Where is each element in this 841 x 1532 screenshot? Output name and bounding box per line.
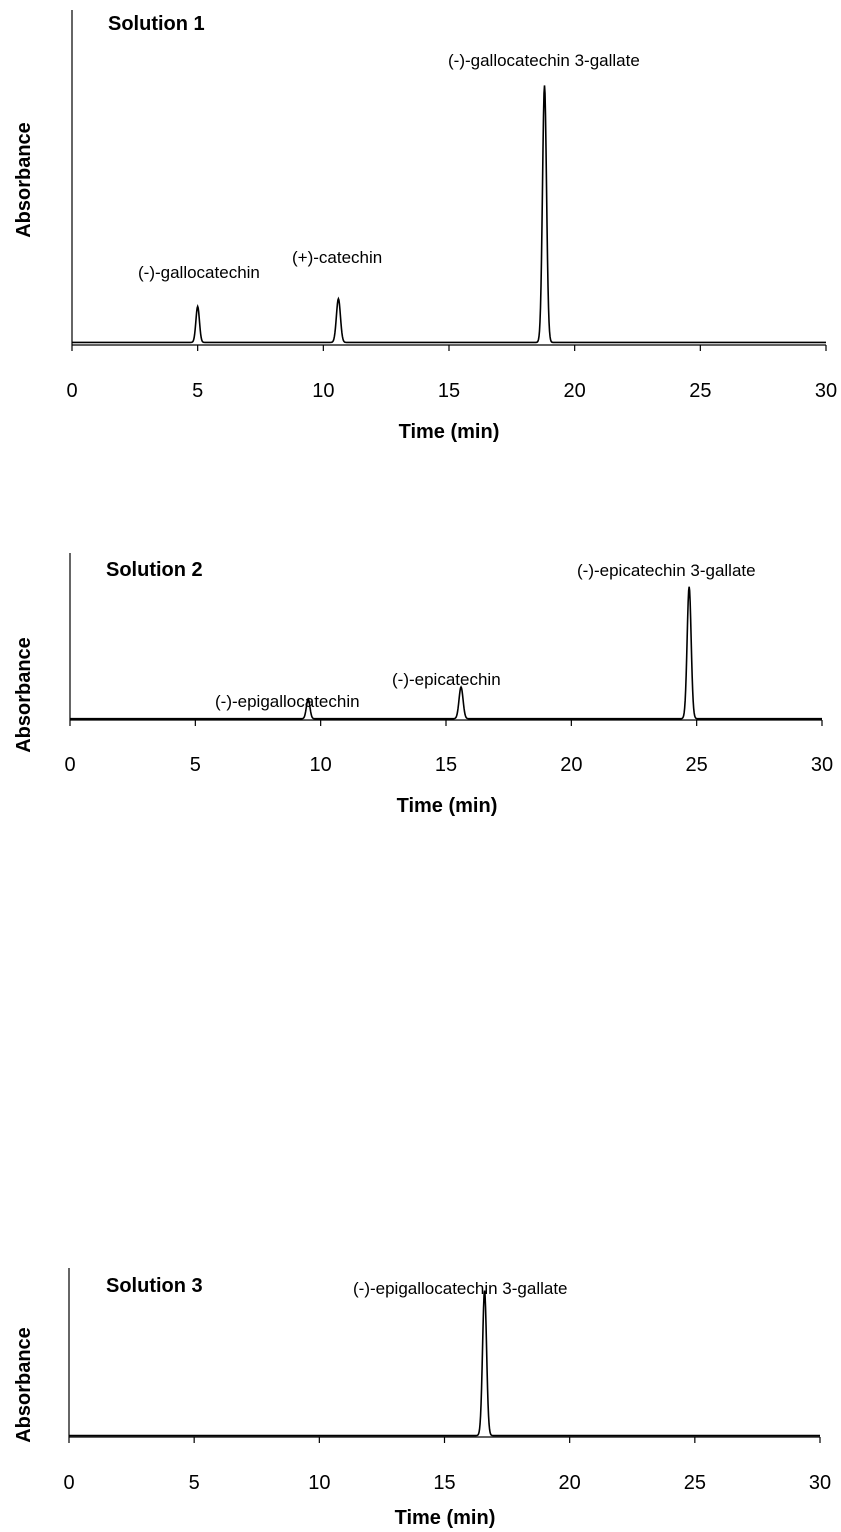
panel-2-x-axis-title: Time (min) <box>397 795 498 817</box>
panel-1-x-axis-title: Time (min) <box>399 421 500 443</box>
panel-1-trace <box>72 85 826 344</box>
panel-2-x-tick-label-25: 25 <box>686 754 708 776</box>
panel-3-title: Solution 3 <box>106 1275 203 1297</box>
panel-3-x-tick-label-25: 25 <box>684 1472 706 1494</box>
panel-3-x-axis-title: Time (min) <box>395 1507 496 1529</box>
panel-1-x-tick-label-30: 30 <box>815 380 837 402</box>
panel-1-x-tick-label-10: 10 <box>312 380 334 402</box>
panel-3-x-tick-label-20: 20 <box>559 1472 581 1494</box>
panel-2-trace <box>70 586 822 720</box>
panel-2-x-tick-label-15: 15 <box>435 754 457 776</box>
panel-3-x-tick-label-10: 10 <box>308 1472 330 1494</box>
panel-3-x-tick-label-5: 5 <box>189 1472 200 1494</box>
panel-3-trace <box>69 1290 820 1437</box>
panel-2-x-tick-label-10: 10 <box>310 754 332 776</box>
panel-2-peak-label-2: (-)-epicatechin <box>392 670 501 689</box>
panel-1-title: Solution 1 <box>108 13 205 35</box>
panel-2-title: Solution 2 <box>106 559 203 581</box>
panel-1-x-tick-label-25: 25 <box>689 380 711 402</box>
panel-1-peak-label-2: (+)-catechin <box>292 248 382 267</box>
panel-1-x-tick-label-0: 0 <box>66 380 77 402</box>
panel-3-x-tick-label-15: 15 <box>433 1472 455 1494</box>
panel-3-x-tick-label-30: 30 <box>809 1472 831 1494</box>
panel-1-peak-label-3: (-)-gallocatechin 3-gallate <box>448 51 640 70</box>
panel-3-x-tick-label-0: 0 <box>63 1472 74 1494</box>
panel-1-x-tick-label-20: 20 <box>564 380 586 402</box>
panel-2-x-tick-label-0: 0 <box>64 754 75 776</box>
panel-2-x-tick-label-5: 5 <box>190 754 201 776</box>
panel-1-x-tick-label-15: 15 <box>438 380 460 402</box>
panel-2-x-tick-label-20: 20 <box>560 754 582 776</box>
panel-1-y-axis-title: Absorbance <box>13 122 35 238</box>
panel-2-peak-label-1: (-)-epigallocatechin <box>215 692 360 711</box>
panel-3-peak-label-1: (-)-epigallocatechin 3-gallate <box>353 1279 568 1298</box>
panel-1-x-tick-label-5: 5 <box>192 380 203 402</box>
panel-2-x-tick-label-30: 30 <box>811 754 833 776</box>
panel-1-peak-label-1: (-)-gallocatechin <box>138 263 260 282</box>
panel-2-peak-label-3: (-)-epicatechin 3-gallate <box>577 561 756 580</box>
panel-3-y-axis-title: Absorbance <box>13 1327 35 1443</box>
panel-2-y-axis-title: Absorbance <box>13 637 35 753</box>
